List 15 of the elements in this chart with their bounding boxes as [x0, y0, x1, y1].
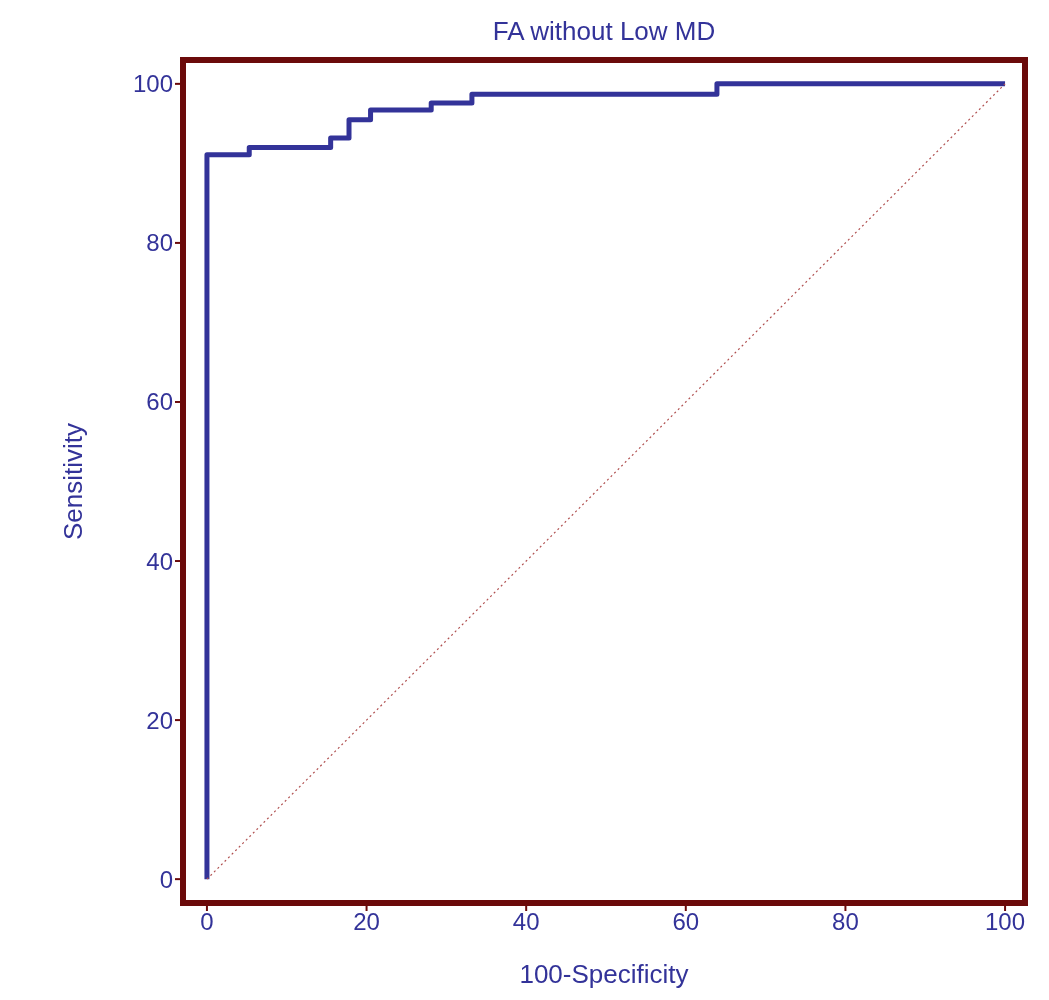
x-tick-label: 100 [985, 908, 1026, 936]
x-tick-label: 60 [672, 908, 700, 936]
y-axis-title: Sensitivity [58, 422, 89, 541]
chart-title: FA without Low MD [491, 16, 717, 47]
x-tick-label: 0 [200, 908, 214, 936]
y-tick-label: 80 [146, 229, 173, 257]
x-axis-title: 100-Specificity [519, 959, 689, 989]
y-tick-label: 100 [132, 70, 173, 98]
x-tick-label: 80 [832, 908, 859, 936]
x-tick-label: 40 [512, 908, 540, 936]
y-tick-label: 60 [146, 388, 173, 416]
y-tick-label: 40 [146, 547, 173, 575]
x-tick-label: 20 [353, 908, 380, 936]
y-tick-label: 0 [159, 865, 173, 893]
y-tick-label: 20 [146, 706, 173, 734]
